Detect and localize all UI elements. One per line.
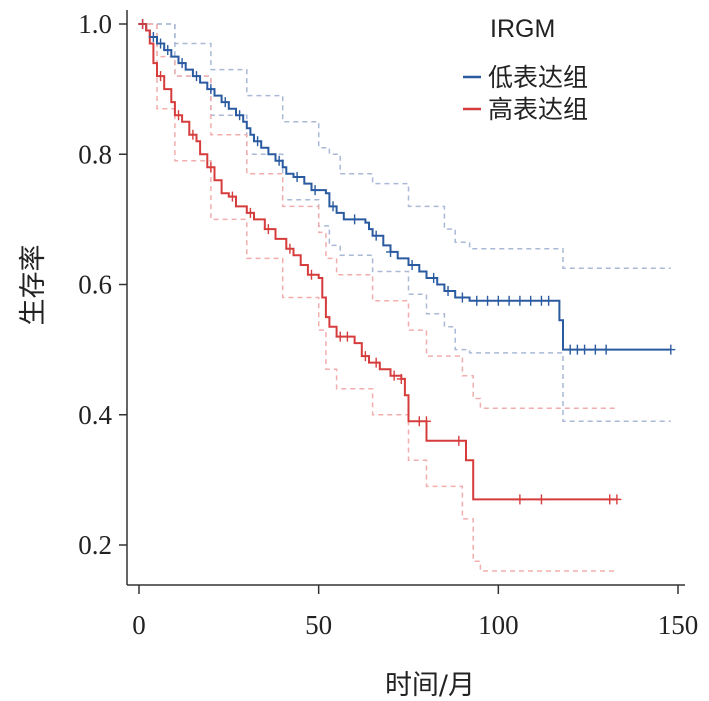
y-tick-label: 1.0 xyxy=(78,9,112,39)
legend-label-low: 低表达组 xyxy=(488,63,588,92)
censor-mark-high xyxy=(263,224,273,235)
censor-mark-high xyxy=(421,416,431,427)
censor-mark-high xyxy=(285,243,295,254)
censor-mark-low xyxy=(493,295,503,306)
censor-mark-high xyxy=(360,351,370,362)
y-tick-label: 0.4 xyxy=(78,400,112,430)
censor-mark-high xyxy=(306,269,316,280)
y-axis-title: 生存率 xyxy=(18,245,49,326)
censor-mark-high xyxy=(396,373,406,384)
censor-mark-low xyxy=(443,286,453,297)
censor-mark-low xyxy=(580,344,590,355)
censor-mark-low xyxy=(601,344,611,355)
censor-mark-low xyxy=(253,136,263,147)
x-tick-label: 50 xyxy=(305,610,332,640)
censor-mark-low xyxy=(371,230,381,241)
y-tick-label: 0.6 xyxy=(78,270,112,300)
censor-mark-low xyxy=(177,58,187,69)
censor-mark-high xyxy=(389,370,399,381)
y-tick-label: 0.8 xyxy=(78,139,112,169)
y-tick-label: 0.2 xyxy=(78,530,112,560)
censor-mark-low xyxy=(429,272,439,283)
censor-mark-low xyxy=(515,295,525,306)
censor-mark-low xyxy=(504,295,514,306)
censor-mark-low xyxy=(544,295,554,306)
legend: IRGM 低表达组 高表达组 xyxy=(463,15,588,124)
censor-mark-low xyxy=(526,295,536,306)
censor-mark-low xyxy=(235,110,245,121)
censor-mark-low xyxy=(163,45,173,56)
censor-mark-high xyxy=(454,435,464,446)
censor-mark-high xyxy=(188,129,198,140)
censor-mark-low xyxy=(483,295,493,306)
ci-lower-low xyxy=(139,23,671,423)
plot-ci-bands xyxy=(139,23,671,572)
censor-mark-low xyxy=(328,201,338,212)
censor-mark-high xyxy=(206,162,216,173)
censor-mark-low xyxy=(191,71,201,82)
censor-mark-low xyxy=(407,259,417,270)
censor-mark-low xyxy=(206,84,216,95)
survival-curve-low xyxy=(139,23,671,351)
legend-label-high: 高表达组 xyxy=(488,95,588,124)
legend-title: IRGM xyxy=(490,15,555,43)
plot-survival-curves xyxy=(139,23,671,501)
x-axis-title: 时间/月 xyxy=(385,670,475,701)
x-tick-label: 0 xyxy=(132,610,146,640)
censor-mark-high xyxy=(371,357,381,368)
censor-mark-high xyxy=(174,110,184,121)
x-tick-label: 150 xyxy=(658,610,699,640)
censor-mark-low xyxy=(274,155,284,166)
x-tick-label: 100 xyxy=(478,610,519,640)
censor-mark-high xyxy=(612,494,622,505)
y-ticks: 0.2 0.4 0.6 0.8 1.0 xyxy=(78,9,127,560)
censor-mark-low xyxy=(457,292,467,303)
censor-mark-low xyxy=(386,246,396,257)
censor-mark-low xyxy=(156,38,166,49)
censor-mark-low xyxy=(220,97,230,108)
censor-mark-low xyxy=(350,214,360,225)
censor-mark-low xyxy=(292,172,302,183)
censor-mark-high xyxy=(245,207,255,218)
x-ticks: 0 50 100 150 xyxy=(132,585,698,640)
censor-mark-high xyxy=(156,71,166,82)
censor-mark-high xyxy=(536,494,546,505)
censor-mark-low xyxy=(590,344,600,355)
ci-lower-high xyxy=(139,23,617,572)
plot-censor-marks xyxy=(138,19,676,505)
censor-mark-low xyxy=(310,185,320,196)
censor-mark-low xyxy=(148,32,158,43)
ci-upper-low xyxy=(139,23,671,269)
censor-mark-low xyxy=(666,344,676,355)
censor-mark-high xyxy=(342,331,352,342)
censor-mark-high xyxy=(227,191,237,202)
censor-mark-high xyxy=(515,494,525,505)
censor-mark-high xyxy=(138,19,148,29)
censor-mark-low xyxy=(472,295,482,306)
ci-upper-high xyxy=(139,23,617,409)
